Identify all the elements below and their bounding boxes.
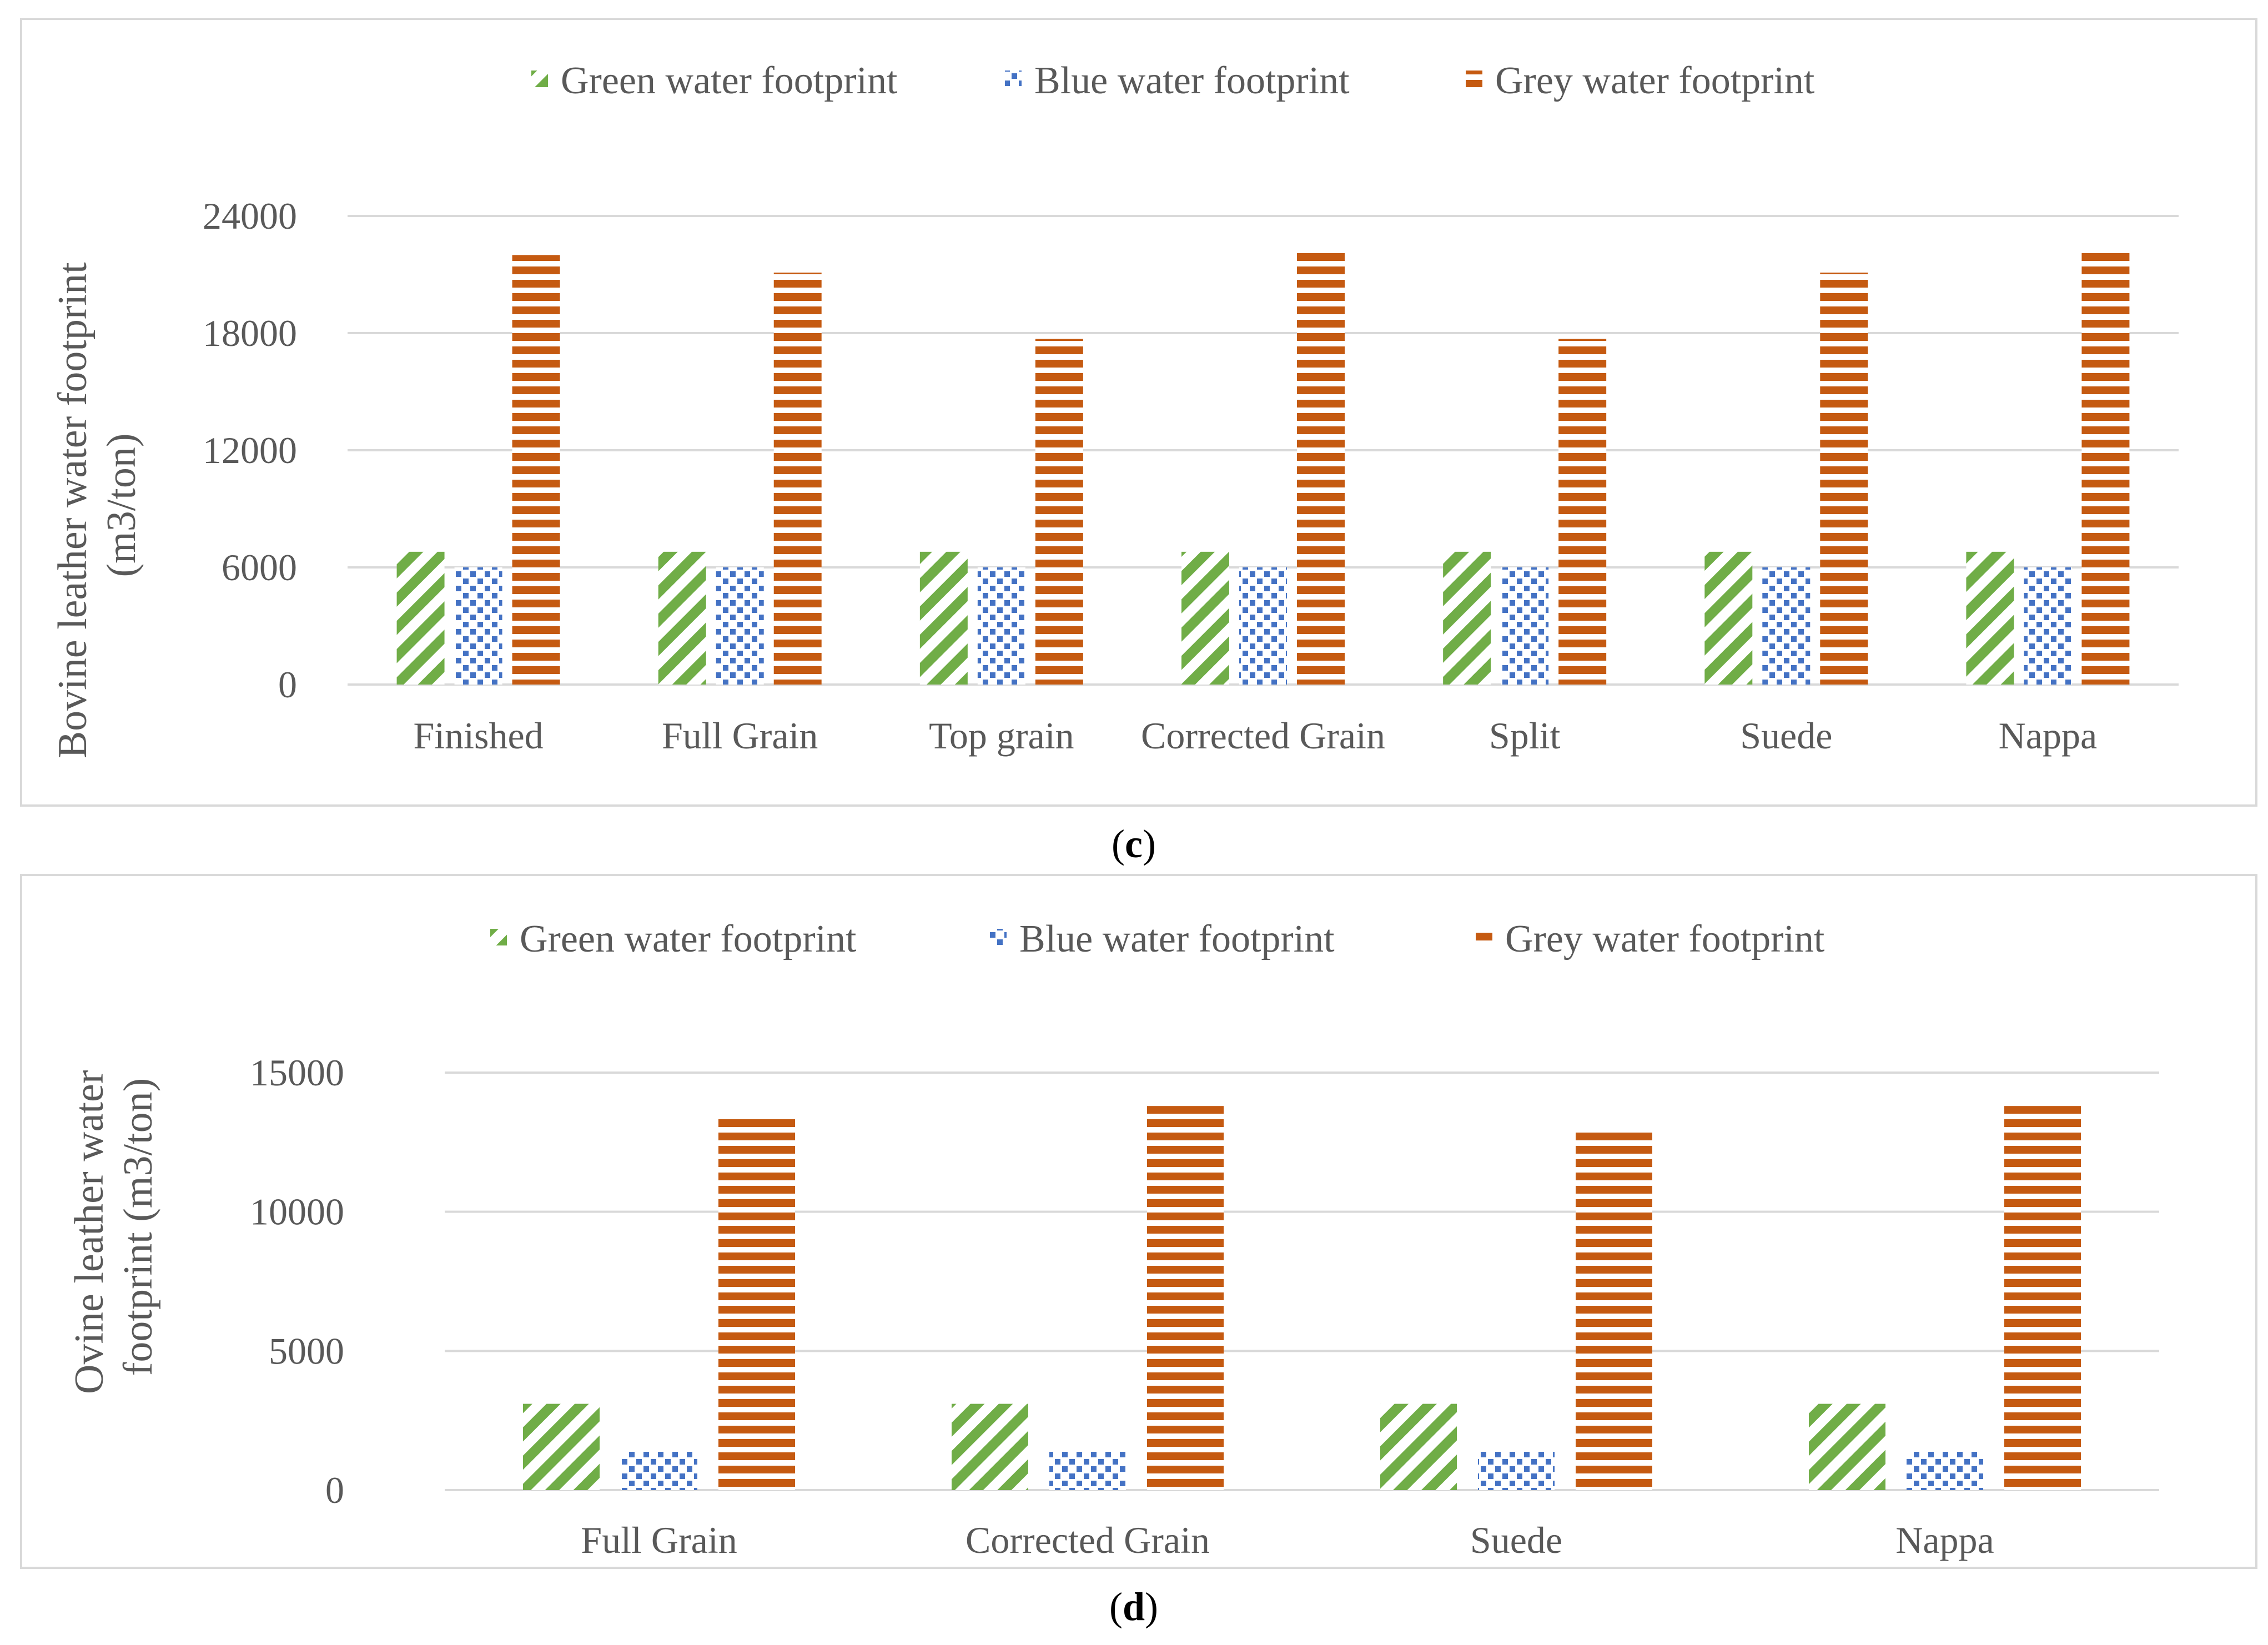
legend-label-blue: Blue water footprint xyxy=(1034,59,1350,102)
bar-green-water-footprint-top-grain xyxy=(919,551,968,685)
category-label: Corrected Grain xyxy=(965,1519,1210,1561)
bar-green-water-footprint-nappa xyxy=(1966,551,2014,685)
bars xyxy=(523,1106,2081,1490)
bar-blue-water-footprint-finished xyxy=(454,567,502,685)
y-tick-label: 0 xyxy=(278,663,297,706)
bar-grey-water-footprint-full-grain xyxy=(718,1114,795,1490)
y-axis-label-line-2: footprint (m3/ton) xyxy=(115,1078,161,1376)
bar-blue-water-footprint-nappa xyxy=(2024,567,2072,685)
legend-label-green: Green water footprint xyxy=(520,918,857,960)
category-label: Split xyxy=(1489,715,1561,757)
legend: Green water footprint Blue water footpri… xyxy=(490,918,1825,960)
category-labels: Full Grain Corrected Grain Suede Nappa xyxy=(581,1519,1994,1561)
bar-green-water-footprint-corrected-grain xyxy=(1181,551,1229,685)
y-tick-labels: 0 6000 12000 18000 24000 xyxy=(203,195,297,706)
category-label: Nappa xyxy=(1999,715,2097,757)
panel-label-close: ) xyxy=(1145,1584,1158,1629)
y-tick-label: 15000 xyxy=(250,1052,344,1094)
legend-swatch-green xyxy=(490,929,507,945)
legend-swatch-blue xyxy=(990,929,1007,945)
bar-grey-water-footprint-finished xyxy=(512,255,560,685)
category-label: Full Grain xyxy=(581,1519,737,1561)
bar-blue-water-footprint-full-grain xyxy=(621,1451,697,1490)
legend-label-grey: Grey water footprint xyxy=(1505,918,1825,960)
panel-label-letter: c xyxy=(1125,822,1143,866)
bar-grey-water-footprint-corrected-grain xyxy=(1297,253,1345,685)
panel-label-letter: d xyxy=(1123,1584,1145,1629)
panel-label-close: ) xyxy=(1143,822,1156,866)
gridlines xyxy=(348,215,2179,686)
bar-blue-water-footprint-suede xyxy=(1762,567,1811,685)
bar-green-water-footprint-split xyxy=(1443,551,1491,685)
panel-label: (d) xyxy=(1109,1584,1158,1629)
y-axis-label-line-1: Ovine leather water xyxy=(67,1070,112,1394)
category-label: Finished xyxy=(413,715,543,757)
bar-green-water-footprint-full-grain xyxy=(658,551,706,685)
legend-swatch-grey xyxy=(1466,71,1482,87)
bar-blue-water-footprint-corrected-grain xyxy=(1239,567,1287,685)
y-axis-label-line-1: Bovine leather water footprint xyxy=(50,262,95,758)
chart-panel-c: Green water footprint Blue water footpri… xyxy=(20,18,2257,866)
bar-green-water-footprint-finished xyxy=(396,551,445,685)
category-label: Full Grain xyxy=(662,715,818,757)
bar-grey-water-footprint-top-grain xyxy=(1035,339,1083,685)
y-tick-labels: 0 5000 10000 15000 xyxy=(250,1052,344,1511)
bar-grey-water-footprint-nappa xyxy=(2004,1106,2081,1490)
bar-blue-water-footprint-top-grain xyxy=(977,567,1025,685)
bar-grey-water-footprint-full-grain xyxy=(773,272,822,685)
legend-swatch-blue xyxy=(1005,71,1022,87)
bar-blue-water-footprint-full-grain xyxy=(716,567,764,685)
bar-grey-water-footprint-nappa xyxy=(2081,253,2130,685)
legend-swatch-green xyxy=(531,71,548,87)
bars xyxy=(396,253,2130,685)
bar-grey-water-footprint-split xyxy=(1558,339,1607,685)
y-tick-label: 12000 xyxy=(203,429,297,471)
y-tick-label: 6000 xyxy=(222,546,297,588)
chart-panel-d: Green water footprint Blue water footpri… xyxy=(20,874,2257,1629)
bar-green-water-footprint-suede xyxy=(1704,551,1753,685)
category-labels: Finished Full Grain Top grain Corrected Gra… xyxy=(413,715,2097,757)
chart-frame xyxy=(20,18,2257,807)
y-tick-label: 0 xyxy=(325,1469,344,1511)
panel-label-open: ( xyxy=(1109,1584,1123,1629)
legend: Green water footprint Blue water footpri… xyxy=(531,59,1815,102)
bar-grey-water-footprint-suede xyxy=(1576,1131,1652,1490)
legend-label-grey: Grey water footprint xyxy=(1495,59,1815,102)
bar-grey-water-footprint-suede xyxy=(1820,272,1868,685)
y-axis-label-line-2: (m3/ton) xyxy=(99,434,144,577)
bar-blue-water-footprint-split xyxy=(1501,567,1549,685)
bar-blue-water-footprint-corrected-grain xyxy=(1049,1451,1126,1490)
y-axis-label: Bovine leather water footprint (m3/ton) xyxy=(50,252,144,758)
y-tick-label: 24000 xyxy=(203,195,297,237)
bar-blue-water-footprint-nappa xyxy=(1907,1451,1983,1490)
y-tick-label: 5000 xyxy=(269,1330,344,1372)
bar-grey-water-footprint-corrected-grain xyxy=(1147,1106,1224,1490)
bar-green-water-footprint-suede xyxy=(1380,1403,1457,1490)
y-tick-label: 18000 xyxy=(203,312,297,354)
legend-label-blue: Blue water footprint xyxy=(1019,918,1335,960)
category-label: Suede xyxy=(1740,715,1832,757)
legend-label-green: Green water footprint xyxy=(561,59,898,102)
category-label: Top grain xyxy=(929,715,1074,757)
bar-green-water-footprint-corrected-grain xyxy=(952,1403,1028,1490)
bar-blue-water-footprint-suede xyxy=(1478,1451,1555,1490)
category-label: Nappa xyxy=(1895,1519,1994,1561)
y-tick-label: 10000 xyxy=(250,1191,344,1233)
category-label: Corrected Grain xyxy=(1141,715,1385,757)
y-axis-label: Ovine leather water footprint (m3/ton) xyxy=(67,1060,161,1394)
legend-swatch-grey xyxy=(1476,929,1492,945)
bar-green-water-footprint-full-grain xyxy=(523,1403,600,1490)
category-label: Suede xyxy=(1470,1519,1562,1561)
panel-label: (c) xyxy=(1112,822,1156,866)
bar-green-water-footprint-nappa xyxy=(1809,1403,1885,1490)
panel-label-open: ( xyxy=(1112,822,1125,866)
